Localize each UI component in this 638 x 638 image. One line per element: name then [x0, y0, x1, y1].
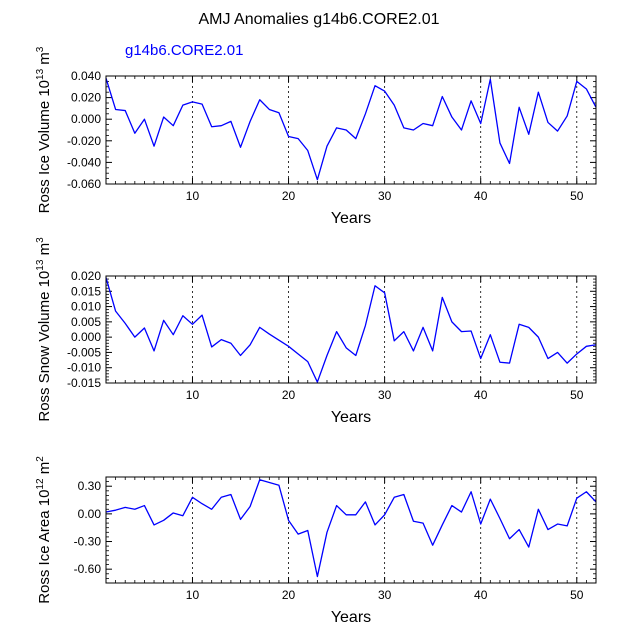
y-tick-label: 0.005 — [71, 315, 101, 329]
x-tick-label: 40 — [474, 588, 488, 602]
y-tick-label: -0.060 — [67, 177, 101, 191]
y-tick-label: 0.000 — [71, 330, 101, 344]
y-tick-label: -0.010 — [67, 361, 101, 375]
y-axis-label-exponent: 13 — [35, 259, 46, 271]
y-axis-label-unit: m — [36, 52, 53, 69]
y-tick-label: 0.020 — [71, 269, 101, 283]
x-axis-label: Years — [331, 409, 371, 426]
y-axis-label-unit-exponent: 2 — [35, 456, 46, 462]
x-axis-label: Years — [331, 609, 371, 626]
y-tick-label: 0.015 — [71, 284, 101, 298]
y-axis-label-unit-exponent: 3 — [35, 46, 46, 52]
x-tick-label: 20 — [282, 189, 296, 203]
chart-panel-1: 10 20 30 40 50 -0.060 -0.040 -0.020 0.000 0.020 0.… — [35, 46, 597, 227]
y-tick-label: 0.30 — [78, 479, 102, 493]
y-tick-label: 0.000 — [71, 112, 101, 126]
series-line — [105, 77, 597, 181]
y-axis-label: Ross Snow Volume 1013 m3 — [35, 237, 53, 422]
x-tick-label: 30 — [378, 588, 392, 602]
y-tick-label: -0.020 — [67, 134, 101, 148]
x-tick-label: 10 — [186, 388, 200, 402]
x-tick-label: 40 — [474, 189, 488, 203]
y-tick-label: -0.60 — [74, 562, 102, 576]
chart-panel-2: 10 20 30 40 50-0.015-0.010-0.0050.0000.0050.… — [35, 237, 597, 426]
x-tick-label: 20 — [282, 588, 296, 602]
x-tick-label: 20 — [282, 388, 296, 402]
y-tick-label: 0.040 — [71, 69, 101, 83]
x-tick-label: 10 — [186, 588, 200, 602]
x-tick-label: 30 — [378, 189, 392, 203]
series-line — [105, 479, 597, 578]
y-tick-label: -0.30 — [74, 535, 102, 549]
series-line — [105, 277, 597, 383]
panels: 10 20 30 40 50-0.060-0.040-0.0200.0000.0200.… — [35, 46, 597, 626]
y-axis-label: Ross Ice Volume 1013 m3 — [35, 46, 53, 213]
y-tick-label: 0.00 — [78, 507, 102, 521]
x-axis-label: Years — [331, 210, 371, 227]
y-axis-label-unit: m — [36, 243, 53, 260]
y-axis-label: Ross Ice Area 1012 m2 — [35, 456, 53, 604]
y-axis-label-main: Ross Ice Area 10 — [36, 490, 53, 604]
y-axis-label-exponent: 13 — [35, 68, 46, 80]
x-tick-label: 40 — [474, 388, 488, 402]
x-tick-label: 30 — [378, 388, 392, 402]
y-tick-label: 0.010 — [71, 300, 101, 314]
y-axis-label-unit-exponent: 3 — [35, 237, 46, 243]
plot-frame — [105, 275, 597, 384]
y-tick-label: -0.040 — [67, 155, 101, 169]
legend-label: g14b6.CORE2.01 — [125, 42, 243, 59]
chart-panel-3: 10 20 30 40 50 -0.60 -0.30 0.00 0.30 Years Ross Ic… — [35, 456, 597, 626]
y-tick-label: -0.005 — [67, 345, 101, 359]
x-tick-label: 50 — [570, 189, 584, 203]
x-tick-label: 10 — [186, 189, 200, 203]
plot-frame — [105, 75, 597, 185]
y-axis-label-main: Ross Snow Volume 10 — [36, 271, 53, 422]
y-tick-label: -0.015 — [67, 376, 101, 390]
y-axis-label-unit: m — [36, 462, 53, 479]
x-tick-label: 50 — [570, 588, 584, 602]
plot-frame — [105, 476, 597, 584]
y-tick-label: 0.020 — [71, 91, 101, 105]
y-axis-label-exponent: 12 — [35, 478, 46, 490]
chart-title: AMJ Anomalies g14b6.CORE2.01 — [198, 11, 439, 28]
x-tick-label: 50 — [570, 388, 584, 402]
y-axis-label-main: Ross Ice Volume 10 — [36, 80, 53, 213]
